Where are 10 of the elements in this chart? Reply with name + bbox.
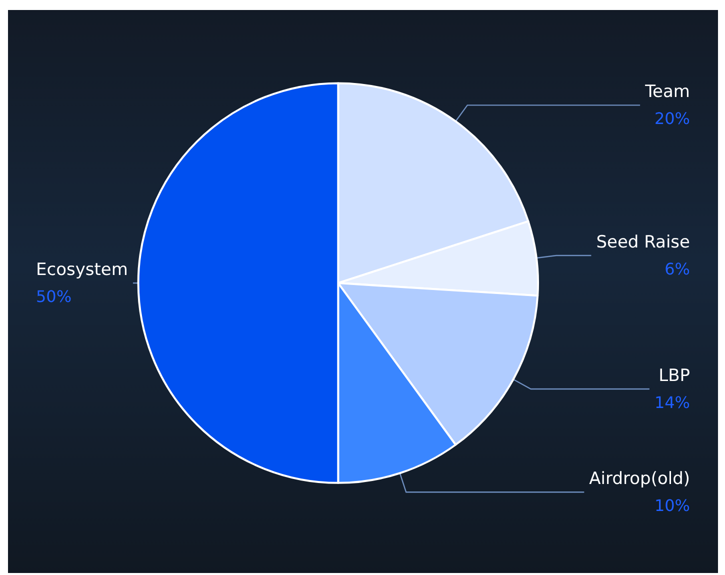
slice-label: Seed Raise	[596, 232, 690, 252]
slice-label: LBP	[658, 366, 690, 386]
data-label: 10%	[654, 496, 690, 516]
data-label: 6%	[664, 260, 690, 278]
data-label: 20%	[654, 109, 690, 128]
slice-label: Airdrop(old)	[589, 469, 690, 490]
slice-label: Ecosystem	[36, 260, 128, 280]
slice-label: Team	[644, 82, 690, 102]
data-label: 14%	[654, 392, 690, 412]
data-label: 50%	[36, 287, 72, 306]
